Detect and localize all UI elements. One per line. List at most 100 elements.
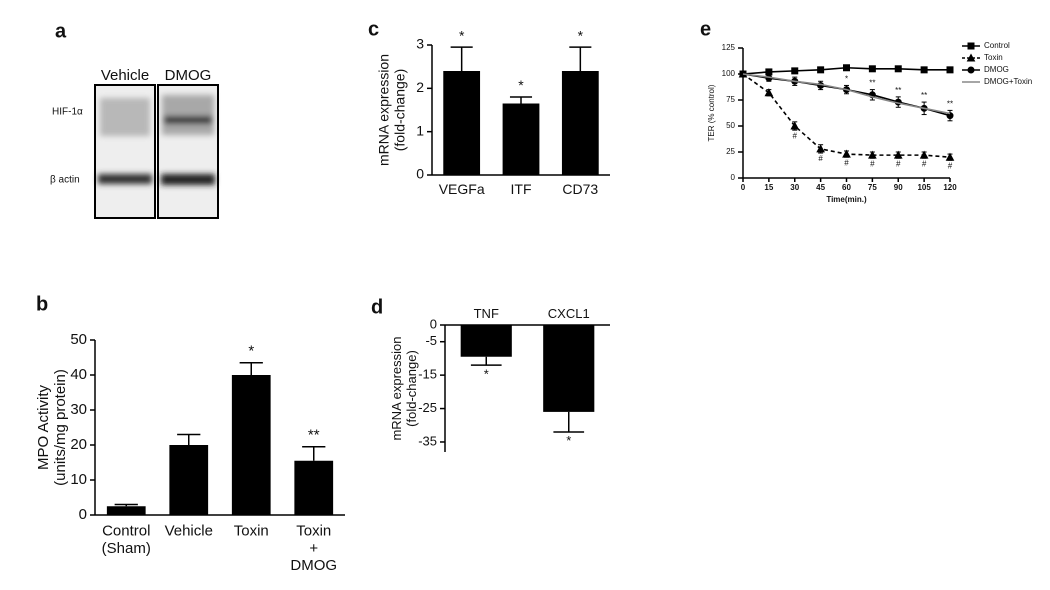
x-tick-label: CXCL1 [548, 306, 590, 321]
y-tick-label: 40 [70, 366, 87, 383]
marker [842, 149, 851, 158]
marker [946, 66, 954, 74]
row-label: HIF-1α [52, 107, 83, 118]
y-tick-label: -15 [418, 367, 437, 382]
x-tick-label: 120 [943, 183, 957, 192]
annotation: * [845, 75, 848, 84]
annotation: ** [947, 100, 953, 109]
legend-marker [966, 53, 976, 62]
y-axis-label: TER (% control) [707, 84, 716, 141]
bar [543, 325, 595, 412]
annotation: # [870, 159, 875, 168]
x-tick-label: 105 [917, 183, 931, 192]
lane-frame [94, 84, 156, 219]
bar [561, 71, 599, 175]
bar [169, 445, 209, 515]
y-tick-label: 10 [70, 471, 87, 488]
marker [893, 150, 903, 159]
marker [920, 66, 928, 74]
y-tick-label: 100 [722, 69, 736, 78]
y-tick-label: 25 [726, 147, 735, 156]
x-tick-label: Control (Sham) [102, 522, 151, 556]
y-tick-label: 0 [430, 316, 437, 331]
marker [945, 152, 955, 161]
marker [919, 150, 929, 159]
annotation: # [922, 159, 927, 168]
bar [294, 460, 334, 515]
y-tick-label: 75 [726, 95, 735, 104]
y-axis-label: mRNA expression(fold-change) [389, 336, 419, 440]
legend-marker [967, 66, 975, 74]
y-axis-label: mRNA expression(fold-change) [375, 54, 407, 166]
y-tick-label: 50 [726, 121, 735, 130]
annotation: # [844, 158, 849, 167]
bar [443, 71, 481, 175]
marker [894, 65, 902, 73]
lane-label: DMOG [165, 67, 212, 84]
annotation: * [484, 366, 489, 381]
marker [791, 67, 799, 75]
text-line: (units/mg protein) [52, 369, 69, 486]
y-tick-label: 1 [416, 122, 424, 138]
y-tick-label: 30 [70, 401, 87, 418]
annotation: # [818, 154, 823, 163]
x-tick-label: 75 [868, 183, 877, 192]
text-line: + [309, 540, 318, 557]
text-line: (fold-change) [404, 350, 419, 427]
y-tick-label: 3 [416, 36, 424, 52]
x-tick-label: VEGFa [439, 181, 485, 197]
marker [868, 65, 876, 73]
y-tick-label: 0 [416, 166, 424, 182]
marker [946, 112, 954, 120]
marker [765, 68, 773, 76]
marker [764, 88, 774, 97]
band [161, 174, 215, 185]
x-tick-label: ITF [511, 181, 532, 197]
annotation: # [948, 161, 953, 170]
marker [790, 121, 800, 130]
legend-marker [967, 42, 975, 50]
bar [460, 325, 512, 357]
x-tick-label: 15 [764, 183, 773, 192]
y-tick-label: -5 [425, 333, 437, 348]
panel-letter: d [371, 296, 383, 318]
marker [816, 144, 825, 153]
bar [231, 375, 271, 515]
y-axis-label: MPO Activity(units/mg protein) [35, 369, 69, 486]
annotation: # [793, 131, 798, 140]
y-tick-label: 20 [70, 436, 87, 453]
legend-label: Control [984, 41, 1010, 50]
text-line: mRNA expression [389, 336, 404, 440]
band [100, 98, 150, 136]
band [162, 95, 214, 135]
annotation: ** [921, 91, 927, 100]
annotation: * [459, 27, 465, 43]
text-line: MPO Activity [35, 384, 52, 470]
text-line: DMOG [290, 557, 337, 574]
row-label: β actin [50, 175, 80, 186]
lane-frame [157, 84, 219, 219]
panel-letter: b [36, 293, 48, 315]
y-tick-label: 50 [70, 331, 87, 348]
y-tick-label: -25 [418, 400, 437, 415]
series-line [742, 73, 951, 115]
x-tick-label: Toxin [234, 522, 269, 539]
y-tick-label: 0 [731, 173, 736, 182]
legend-label: DMOG [984, 65, 1009, 74]
marker [843, 64, 850, 72]
text-line: (Sham) [102, 540, 151, 557]
x-tick-label: 60 [842, 183, 851, 192]
x-tick-label: 90 [894, 183, 903, 192]
legend-label: Toxin [984, 53, 1003, 62]
blot-image [94, 84, 219, 219]
panel-letter: a [55, 20, 67, 42]
annotation: # [896, 159, 901, 168]
x-tick-label: TNF [474, 306, 499, 321]
y-tick-label: 0 [79, 506, 87, 523]
x-tick-label: Toxin + DMOG [290, 522, 337, 574]
annotation: * [518, 77, 524, 93]
x-tick-label: Vehicle [165, 522, 213, 539]
y-tick-label: 125 [722, 43, 736, 52]
text-line: mRNA expression [375, 54, 391, 166]
